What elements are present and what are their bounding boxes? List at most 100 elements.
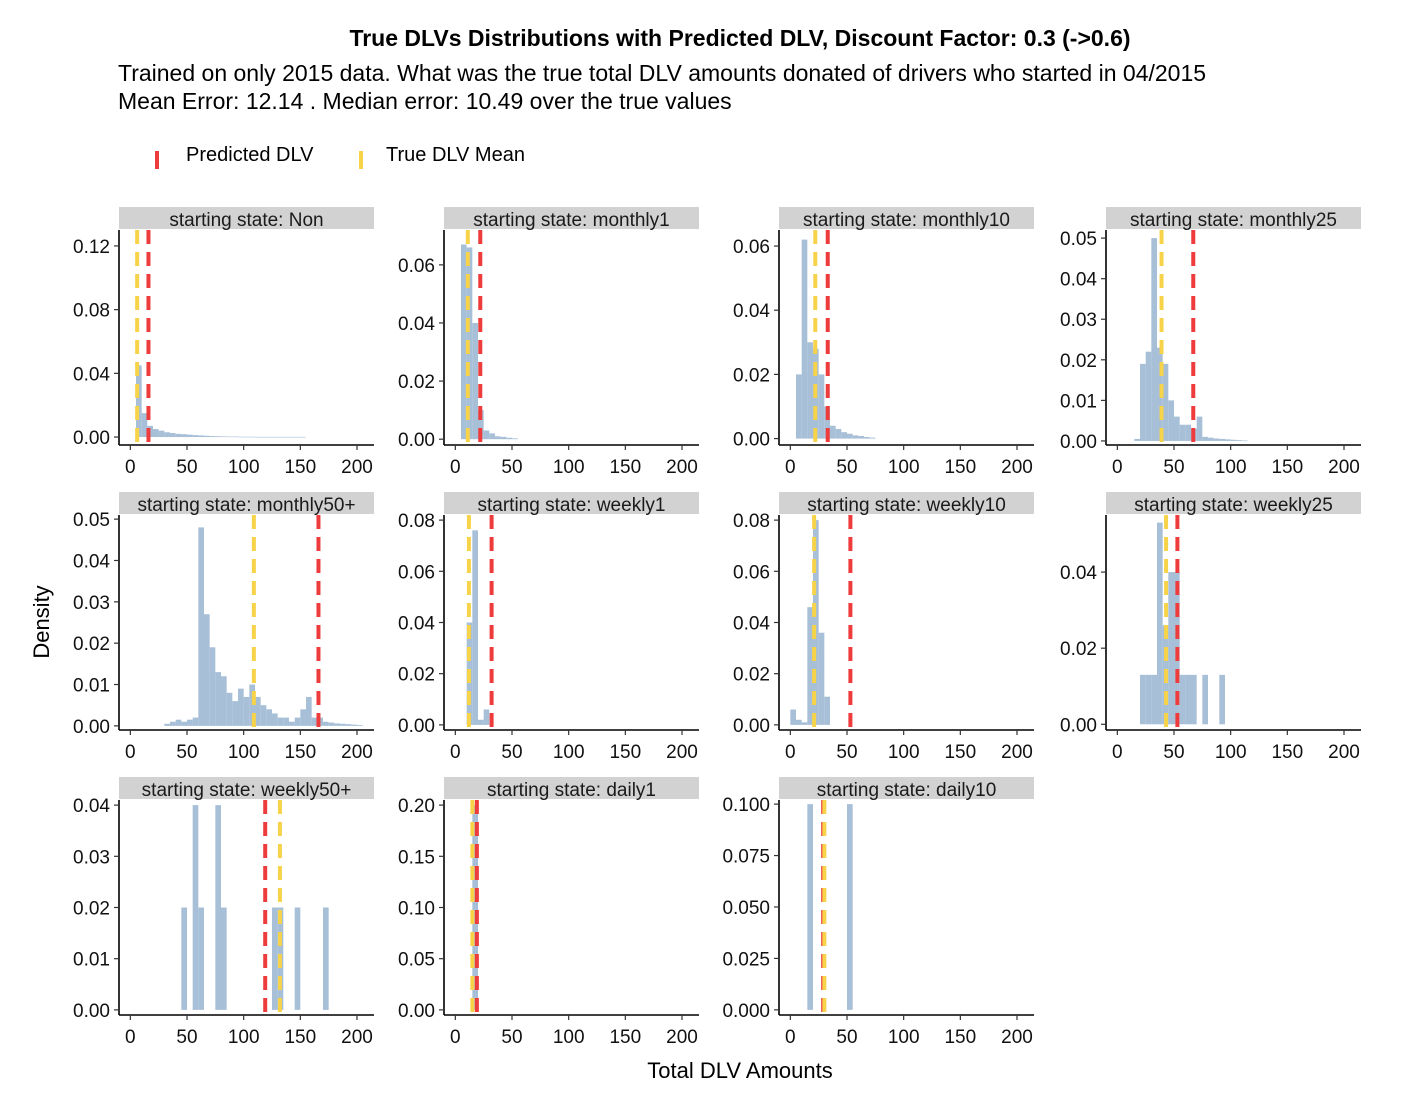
x-tick-label: 50 [836,742,857,763]
facet-plot-area [181,800,329,1015]
facet-panel-non: starting state: Non 0.00 0.04 0.08 0.12 0 50 10… [73,207,374,478]
y-tick-label: 0.050 [722,898,770,919]
facet-strip-label: starting state: monthly25 [1130,210,1337,231]
facet-panel-weekly10: starting state: weekly10 0.00 0.02 0.04 0.06… [733,492,1034,763]
facet-plot-area [164,515,363,730]
histogram-bar [272,713,278,726]
legend: Predicted DLV True DLV Mean [150,143,650,173]
histogram-bar [1168,400,1174,441]
y-tick-label: 0.04 [398,614,435,635]
y-tick-label: 0.00 [1060,432,1097,453]
y-tick-label: 0.05 [1060,229,1097,250]
facet-plot-area [135,230,306,445]
histogram-bar [272,436,278,438]
histogram-bar [204,614,210,726]
histogram-bar [351,724,357,726]
histogram-bar [164,432,170,438]
histogram-bar [170,721,176,726]
histogram-bar [1213,438,1220,441]
x-tick-label: 50 [501,1027,522,1048]
y-tick-label: 0.000 [722,1001,770,1022]
x-tick-label: 50 [176,457,197,478]
x-tick-label: 100 [553,1027,585,1048]
y-tick-label: 0.08 [73,301,110,322]
y-tick-label: 0.00 [398,1001,435,1022]
x-tick-label: 0 [125,457,136,478]
histogram-bar [1151,674,1157,725]
histogram-bar [796,719,802,725]
histogram-bar [221,676,227,726]
x-tick-label: 100 [553,457,585,478]
y-tick-label: 0.00 [398,716,435,737]
x-tick-label: 150 [944,1027,976,1048]
legend-label-predicted-dlv: Predicted DLV [186,144,314,166]
histogram-bar [500,436,507,440]
histogram-bar [1134,438,1140,441]
y-tick-label: 0.02 [733,365,770,386]
histogram-bar [1140,363,1146,441]
histogram-bar [512,438,518,440]
y-tick-label: 0.04 [1060,270,1097,291]
histogram-bar [807,804,813,1010]
histogram-bar [495,436,501,440]
facet-panel-daily10: starting state: daily10 0.000 0.025 0.050 0.… [722,777,1034,1048]
x-tick-label: 150 [1271,742,1303,763]
histogram-bar [289,436,295,438]
facet-strip-label: starting state: monthly50+ [137,495,355,516]
x-tick-label: 200 [341,1027,373,1048]
histogram-bar [232,436,238,438]
histogram-bar [824,406,830,439]
histogram-bar [243,436,250,438]
histogram-bar [187,434,193,438]
x-tick-label: 0 [450,742,461,763]
y-tick-label: 0.00 [398,430,435,451]
histogram-bar [277,436,284,438]
legend-key-predicted-dlv [155,151,159,169]
facet-plot-area [470,800,479,1015]
histogram-bar [858,436,864,439]
facet-strip [444,207,699,229]
histogram-bar [238,436,244,438]
x-tick-label: 150 [609,457,641,478]
histogram-bar [1191,674,1197,725]
x-tick-label: 150 [944,457,976,478]
facet-panel-weekly1: starting state: weekly1 0.00 0.02 0.04 0.06 0… [398,492,699,763]
histogram-bar [215,672,221,726]
histogram-bar [340,723,346,726]
histogram-bar [181,434,187,438]
histogram-bar [272,907,278,1010]
histogram-bar [260,436,267,438]
histogram-bar [283,717,289,726]
y-tick-label: 0.00 [733,430,770,451]
facet-strip-label: starting state: monthly10 [803,210,1010,231]
x-tick-label: 50 [501,457,522,478]
legend-key-true-dlv-mean [359,151,363,169]
y-tick-label: 0.12 [73,237,110,258]
histogram-bar [478,410,484,440]
histogram-bar [221,436,227,438]
x-tick-label: 50 [501,742,522,763]
histogram-bar [813,520,819,725]
y-tick-label: 0.02 [73,899,110,920]
histogram-bar [1140,674,1146,725]
y-tick-label: 0.02 [398,665,435,686]
facet-strip [444,777,699,799]
histogram-bar [1208,437,1214,441]
x-tick-label: 100 [228,742,260,763]
x-tick-label: 100 [553,742,585,763]
facet-strip [779,207,1034,229]
histogram-bar [334,723,340,726]
facet-plot-area [790,515,853,730]
histogram-bar [328,722,335,726]
histogram-bar [818,374,825,439]
histogram-bar [243,696,250,726]
histogram-bar [1145,351,1152,441]
facet-strip-label: starting state: monthly1 [473,210,669,231]
x-tick-label: 200 [666,742,698,763]
histogram-bar [345,724,352,726]
y-tick-label: 0.04 [73,551,110,572]
x-tick-label: 100 [888,457,920,478]
facet-plot-area [466,515,494,730]
histogram-bar [1185,674,1191,725]
